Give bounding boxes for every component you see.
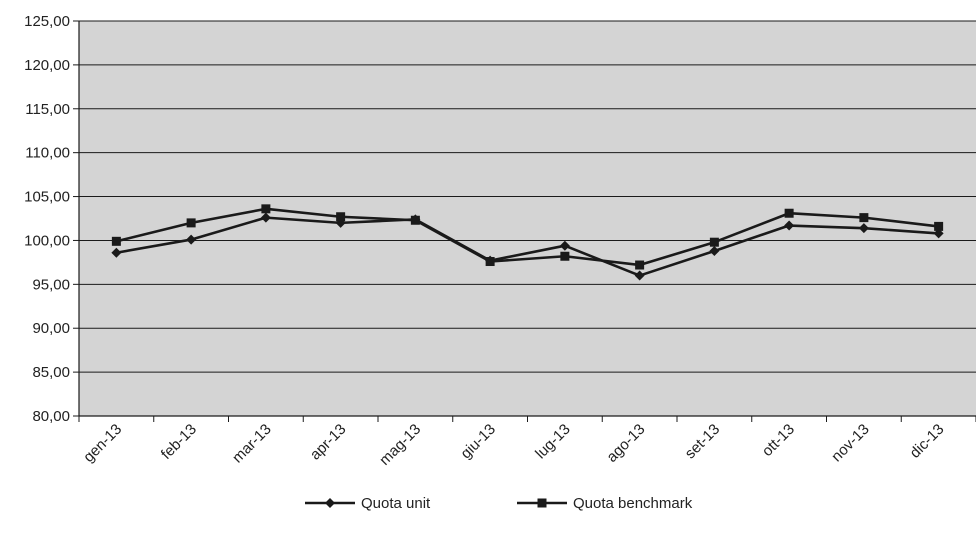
y-tick-label: 125,00 — [24, 13, 70, 30]
data-point — [634, 270, 645, 281]
y-tick-label: 85,00 — [32, 364, 70, 381]
legend-item: Quota benchmark — [517, 495, 693, 512]
x-tick-label: giu-13 — [457, 421, 499, 463]
x-tick-label: lug-13 — [532, 421, 574, 463]
y-tick-label: 115,00 — [25, 101, 70, 118]
square-marker — [111, 236, 121, 246]
y-tick-label: 80,00 — [32, 408, 70, 425]
data-point — [559, 240, 570, 251]
data-point — [111, 236, 121, 246]
x-tick-label: nov-13 — [828, 421, 872, 465]
data-point — [186, 218, 196, 228]
data-point — [485, 257, 495, 267]
plot-area — [79, 21, 976, 416]
square-marker — [261, 204, 271, 214]
diamond-marker — [260, 212, 271, 223]
x-tick-label: mag-13 — [376, 421, 424, 469]
x-tick-label: mar-13 — [229, 421, 275, 467]
data-point — [933, 228, 944, 239]
x-tick-label: ago-13 — [603, 421, 648, 466]
diamond-marker — [709, 245, 720, 256]
diamond-marker — [858, 223, 869, 234]
y-tick-label: 100,00 — [24, 232, 70, 249]
data-point — [336, 212, 346, 222]
square-marker — [709, 237, 719, 247]
x-axis-ticks: gen-13 feb-13 mar-13 apr-13 mag-13 giu-13 lug-… — [78, 416, 976, 469]
data-point — [859, 213, 869, 223]
square-marker — [186, 218, 196, 228]
diamond-marker — [111, 247, 122, 258]
diamond-marker — [559, 240, 570, 251]
square-marker — [859, 213, 869, 223]
data-point — [410, 215, 420, 225]
diamond-marker — [634, 270, 645, 281]
data-point — [709, 245, 720, 256]
data-point — [186, 234, 197, 245]
diamond-marker — [933, 228, 944, 239]
data-point — [709, 237, 719, 247]
series-line — [116, 207, 939, 267]
y-tick-label: 120,00 — [24, 57, 70, 74]
legend-label: Quota benchmark — [573, 495, 693, 512]
y-tick-label: 110,00 — [25, 145, 70, 162]
x-tick-label: set-13 — [682, 421, 724, 463]
legend-label: Quota unit — [361, 495, 431, 512]
x-tick-label: feb-13 — [158, 421, 200, 463]
diamond-marker — [784, 220, 795, 231]
y-tick-label: 90,00 — [32, 320, 70, 337]
square-marker — [336, 212, 346, 222]
y-tick-label: 95,00 — [32, 276, 70, 293]
square-marker — [537, 498, 547, 508]
square-marker — [934, 221, 944, 231]
data-point — [260, 212, 271, 223]
square-marker — [635, 260, 645, 270]
data-point — [635, 260, 645, 270]
data-point — [560, 251, 570, 261]
series-square — [111, 204, 944, 270]
diamond-marker — [325, 498, 335, 508]
series-line — [116, 216, 939, 277]
y-tick-label: 105,00 — [24, 189, 70, 206]
square-marker — [485, 257, 495, 267]
data-point — [111, 247, 122, 258]
series-group — [111, 204, 944, 281]
diamond-marker — [186, 234, 197, 245]
data-point — [784, 208, 794, 218]
data-point — [934, 221, 944, 231]
legend-item: Quota unit — [305, 495, 431, 512]
x-tick-label: gen-13 — [80, 421, 125, 466]
data-point — [784, 220, 795, 231]
square-marker — [784, 208, 794, 218]
x-tick-label: ott-13 — [759, 421, 798, 460]
square-marker — [410, 215, 420, 225]
x-tick-label: apr-13 — [307, 421, 350, 464]
y-axis-ticks: 80,00 85,00 90,00 95,00 100,00 105,00 110,00 11… — [24, 13, 79, 425]
data-point — [261, 204, 271, 214]
data-point — [858, 223, 869, 234]
square-marker — [560, 251, 570, 261]
legend: Quota unit Quota benchmark — [305, 495, 693, 512]
grid-lines — [79, 20, 976, 417]
x-tick-label: dic-13 — [907, 421, 948, 462]
